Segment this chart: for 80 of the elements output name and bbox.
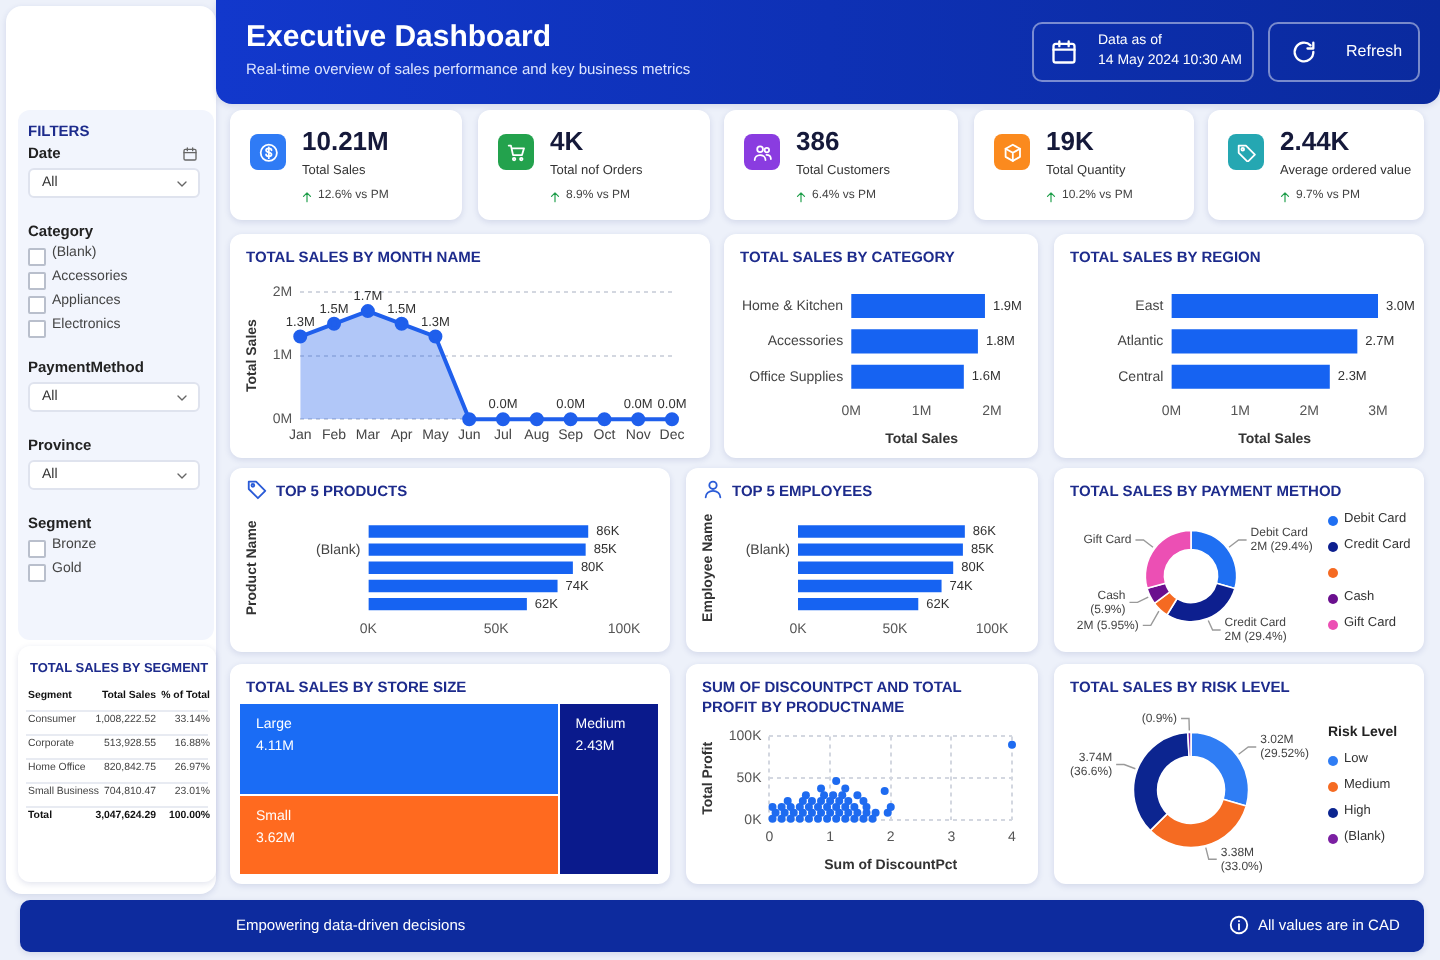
point <box>597 412 612 427</box>
point <box>786 814 795 823</box>
point <box>820 791 829 800</box>
point <box>859 814 868 823</box>
point <box>529 412 544 427</box>
bar <box>368 579 558 593</box>
bar <box>798 525 965 538</box>
point <box>844 797 853 806</box>
point <box>835 797 844 806</box>
point <box>786 802 795 811</box>
point <box>783 797 792 806</box>
bar <box>368 543 586 556</box>
bar <box>851 364 964 389</box>
point <box>826 808 835 817</box>
bar <box>798 561 954 574</box>
point <box>1008 740 1016 749</box>
bar <box>1171 329 1358 354</box>
point <box>777 814 786 823</box>
point <box>814 814 822 823</box>
point <box>841 802 850 811</box>
point <box>823 814 832 823</box>
point <box>850 802 859 811</box>
bar <box>798 543 963 556</box>
bar <box>368 597 527 611</box>
point <box>868 814 877 823</box>
text: Executive Dashboard <box>246 20 552 55</box>
point <box>327 316 342 331</box>
bar <box>851 329 978 354</box>
point <box>838 791 847 800</box>
bar <box>1171 294 1378 319</box>
point <box>293 329 308 344</box>
bar <box>1171 364 1330 389</box>
point <box>817 784 826 793</box>
point <box>841 784 850 793</box>
point <box>829 791 838 800</box>
point <box>804 814 813 823</box>
point <box>823 802 832 811</box>
point <box>801 791 810 800</box>
point <box>768 814 777 823</box>
point <box>841 814 850 823</box>
point <box>862 802 871 811</box>
point <box>768 802 777 811</box>
point <box>780 808 789 817</box>
point <box>807 808 816 817</box>
point <box>883 808 892 817</box>
point <box>850 814 859 823</box>
point <box>832 814 841 823</box>
bar <box>368 525 589 538</box>
point <box>777 802 786 811</box>
point <box>563 412 578 427</box>
point <box>817 797 826 806</box>
bar <box>798 597 919 611</box>
point <box>360 304 375 319</box>
point <box>462 412 477 427</box>
point <box>795 802 804 811</box>
point <box>394 316 409 331</box>
point <box>886 802 895 811</box>
text: Refresh <box>1346 42 1403 61</box>
point <box>880 787 889 795</box>
point <box>496 412 511 427</box>
point <box>798 808 807 817</box>
point <box>807 797 816 806</box>
bar <box>368 561 573 574</box>
point <box>826 797 835 806</box>
point <box>665 412 679 427</box>
point <box>817 808 826 817</box>
point <box>859 797 868 806</box>
point <box>428 329 443 344</box>
point <box>795 814 804 823</box>
point <box>631 412 646 427</box>
bar <box>851 294 985 319</box>
point <box>853 791 862 800</box>
point <box>832 776 841 785</box>
point <box>814 802 822 811</box>
point <box>871 808 880 817</box>
point <box>789 808 798 817</box>
bar <box>798 579 942 593</box>
point <box>804 802 813 811</box>
point <box>832 802 841 811</box>
point <box>835 808 844 817</box>
